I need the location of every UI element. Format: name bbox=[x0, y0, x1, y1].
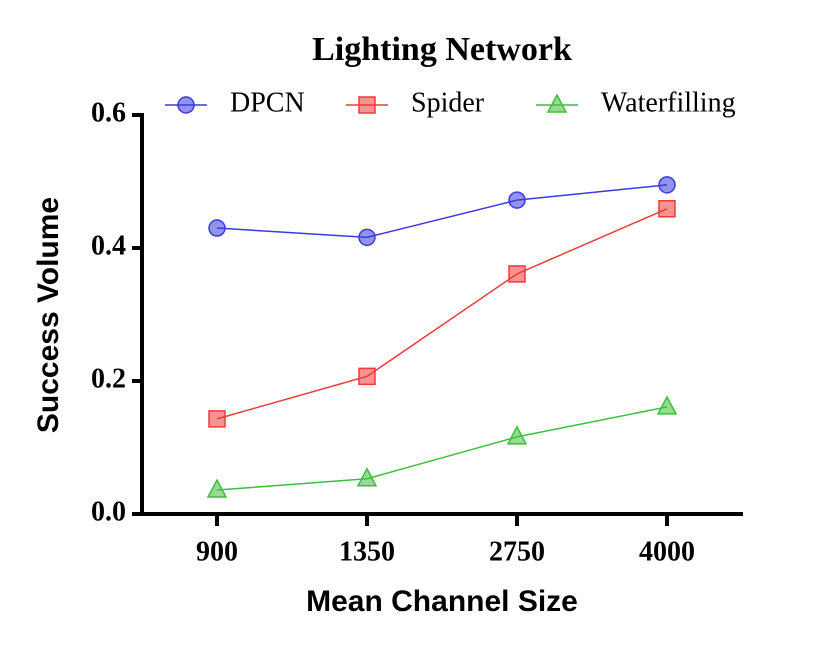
data-point bbox=[208, 219, 226, 237]
data-point bbox=[656, 395, 678, 415]
series-line bbox=[216, 406, 668, 491]
data-point bbox=[208, 410, 226, 428]
x-tick-label: 2750 bbox=[489, 536, 545, 567]
legend-marker bbox=[546, 93, 568, 113]
data-point bbox=[658, 200, 676, 218]
data-point bbox=[658, 176, 676, 194]
data-point bbox=[356, 467, 378, 487]
y-tick-label: 0.4 bbox=[91, 230, 126, 261]
x-tick-label: 900 bbox=[196, 536, 238, 567]
legend-label: Waterfilling bbox=[601, 87, 736, 118]
y-tick-label: 0.0 bbox=[91, 496, 126, 527]
legend-marker bbox=[177, 96, 195, 114]
y-tick-label: 0.6 bbox=[91, 97, 126, 128]
data-point bbox=[358, 228, 376, 247]
data-point bbox=[508, 191, 526, 209]
legend-label: DPCN bbox=[230, 87, 305, 118]
data-point bbox=[358, 367, 376, 386]
y-tick-label: 0.2 bbox=[91, 363, 126, 394]
data-point bbox=[506, 425, 528, 445]
x-tick-label: 1350 bbox=[339, 536, 395, 567]
legend-marker bbox=[358, 96, 376, 114]
data-point bbox=[206, 478, 228, 498]
x-tick-label: 4000 bbox=[639, 536, 695, 567]
x-axis-label: Mean Channel Size bbox=[306, 585, 578, 618]
data-point bbox=[508, 265, 526, 283]
series-line bbox=[216, 208, 668, 420]
chart-title: Lighting Network bbox=[312, 31, 572, 68]
y-axis-label: Success Volume bbox=[32, 197, 65, 433]
legend-label: Spider bbox=[411, 87, 485, 118]
series-line bbox=[216, 184, 668, 239]
